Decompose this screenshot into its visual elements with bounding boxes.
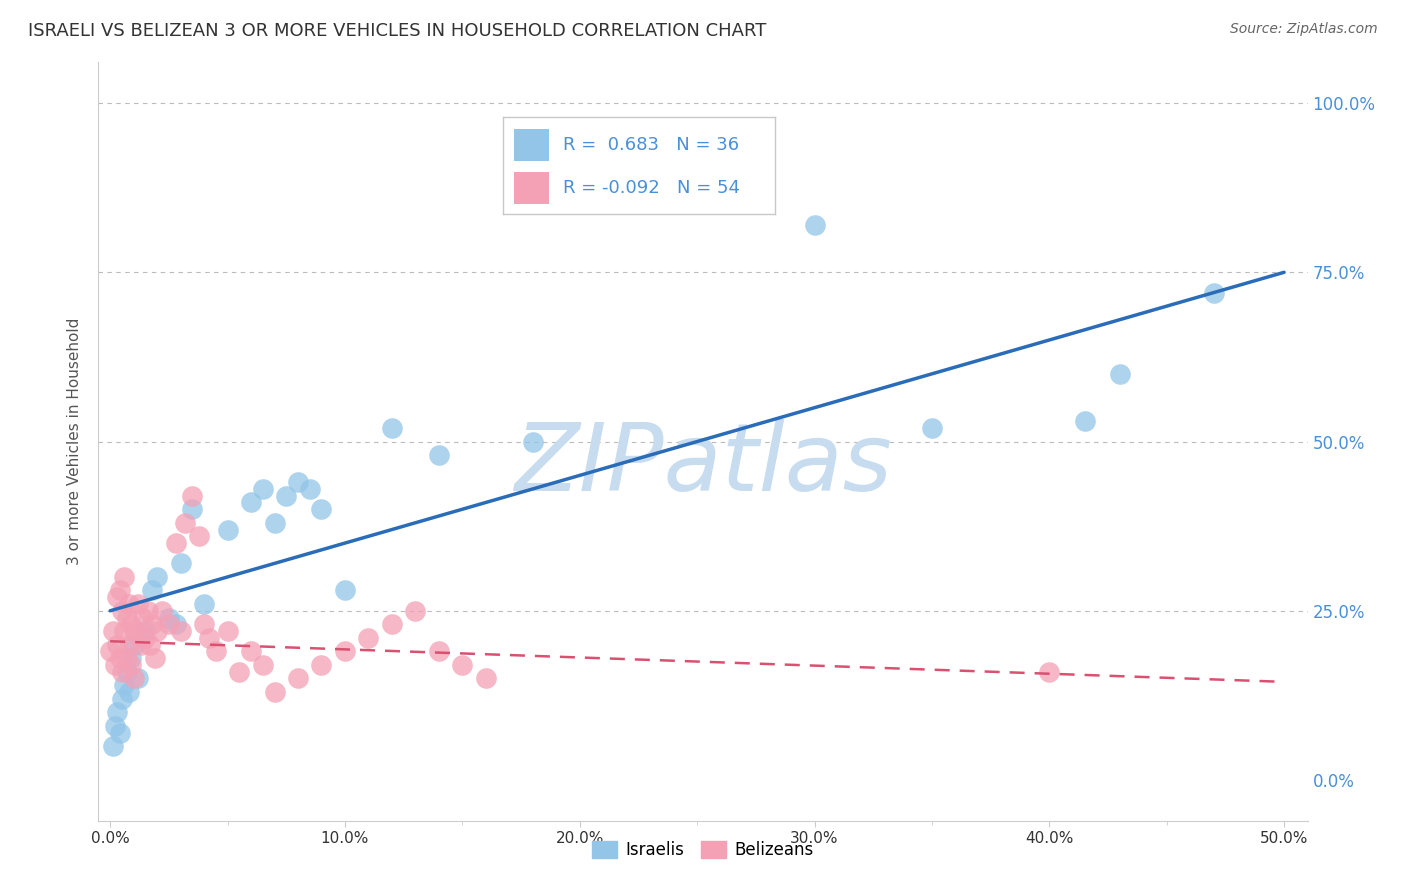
Point bbox=[217, 624, 239, 639]
Point bbox=[1073, 414, 1095, 428]
Text: Source: ZipAtlas.com: Source: ZipAtlas.com bbox=[1230, 22, 1378, 37]
Point bbox=[111, 691, 134, 706]
Point bbox=[118, 638, 141, 652]
Point bbox=[181, 489, 204, 503]
Point bbox=[122, 624, 145, 639]
Y-axis label: 3 or more Vehicles in Household: 3 or more Vehicles in Household bbox=[67, 318, 83, 566]
Point bbox=[127, 672, 149, 686]
Point bbox=[120, 617, 142, 632]
Point bbox=[169, 624, 191, 639]
Point bbox=[136, 604, 159, 618]
Point bbox=[120, 651, 142, 665]
Point bbox=[122, 638, 145, 652]
Point bbox=[111, 604, 134, 618]
FancyBboxPatch shape bbox=[513, 172, 548, 204]
Point bbox=[105, 638, 128, 652]
Point bbox=[143, 651, 166, 665]
Point bbox=[141, 583, 163, 598]
Point bbox=[404, 604, 426, 618]
Point bbox=[101, 624, 124, 639]
Point bbox=[381, 421, 404, 435]
Text: ZIPatlas: ZIPatlas bbox=[515, 418, 891, 510]
Point bbox=[287, 475, 309, 490]
Point bbox=[134, 631, 156, 645]
Point bbox=[134, 624, 156, 639]
Point bbox=[112, 678, 135, 692]
Point bbox=[118, 685, 141, 699]
Point bbox=[108, 583, 131, 598]
Point bbox=[287, 672, 309, 686]
Point bbox=[165, 617, 187, 632]
Point bbox=[1202, 285, 1225, 300]
Legend: Israelis, Belizeans: Israelis, Belizeans bbox=[586, 834, 820, 865]
Point bbox=[252, 657, 274, 672]
Point bbox=[921, 421, 943, 435]
Point bbox=[132, 610, 155, 624]
Point bbox=[169, 557, 191, 571]
Point bbox=[174, 516, 197, 530]
Point bbox=[357, 631, 380, 645]
Point bbox=[181, 502, 204, 516]
Point bbox=[188, 529, 211, 543]
Point bbox=[157, 610, 180, 624]
Point bbox=[311, 657, 333, 672]
Point bbox=[240, 644, 263, 658]
Point bbox=[112, 570, 135, 584]
Point bbox=[276, 489, 298, 503]
Point bbox=[112, 624, 135, 639]
Point bbox=[104, 719, 127, 733]
Point bbox=[129, 638, 152, 652]
Point bbox=[381, 617, 404, 632]
FancyBboxPatch shape bbox=[513, 128, 548, 161]
Point bbox=[141, 617, 163, 632]
Point bbox=[118, 597, 141, 611]
Point bbox=[139, 638, 162, 652]
Point bbox=[193, 597, 215, 611]
Text: R =  0.683   N = 36: R = 0.683 N = 36 bbox=[562, 136, 738, 154]
Point bbox=[803, 218, 825, 232]
Point bbox=[115, 610, 138, 624]
Point bbox=[193, 617, 215, 632]
Point bbox=[197, 631, 219, 645]
Point bbox=[120, 657, 142, 672]
Point bbox=[165, 536, 187, 550]
Point bbox=[522, 434, 544, 449]
Point bbox=[98, 644, 121, 658]
Point bbox=[252, 482, 274, 496]
Point bbox=[125, 624, 148, 639]
Point bbox=[111, 665, 134, 679]
Text: R = -0.092   N = 54: R = -0.092 N = 54 bbox=[562, 179, 740, 197]
Point bbox=[263, 685, 285, 699]
Point bbox=[146, 624, 169, 639]
Point bbox=[108, 725, 131, 739]
Point bbox=[333, 644, 356, 658]
Point bbox=[127, 597, 149, 611]
Point bbox=[146, 570, 169, 584]
Point bbox=[108, 651, 131, 665]
Point bbox=[240, 495, 263, 509]
Point bbox=[427, 448, 450, 462]
Point bbox=[298, 482, 321, 496]
Point bbox=[333, 583, 356, 598]
Point bbox=[101, 739, 124, 754]
Point bbox=[1108, 367, 1130, 381]
Point bbox=[105, 591, 128, 605]
Point bbox=[204, 644, 226, 658]
Point bbox=[228, 665, 250, 679]
Point bbox=[427, 644, 450, 658]
Point bbox=[263, 516, 285, 530]
Text: ISRAELI VS BELIZEAN 3 OR MORE VEHICLES IN HOUSEHOLD CORRELATION CHART: ISRAELI VS BELIZEAN 3 OR MORE VEHICLES I… bbox=[28, 22, 766, 40]
Point bbox=[150, 604, 173, 618]
Point bbox=[1038, 665, 1060, 679]
Point bbox=[122, 672, 145, 686]
Point bbox=[451, 657, 474, 672]
Point bbox=[115, 651, 138, 665]
Point bbox=[217, 523, 239, 537]
Point bbox=[157, 617, 180, 632]
Point bbox=[475, 672, 498, 686]
Point bbox=[105, 706, 128, 720]
Point bbox=[115, 665, 138, 679]
Point bbox=[104, 657, 127, 672]
Point bbox=[311, 502, 333, 516]
